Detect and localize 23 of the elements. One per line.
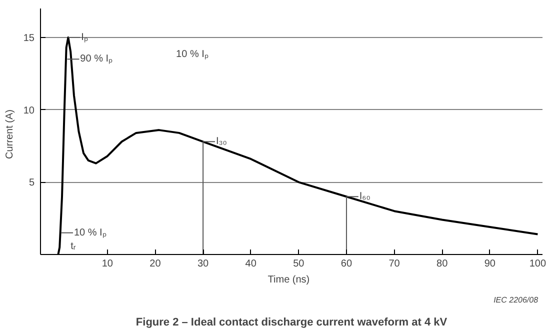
x-tick-label: 20 — [150, 258, 162, 270]
text: IEC 2206/08 — [494, 296, 539, 304]
annotation: I₆₀ — [359, 191, 370, 202]
y-tick-label: 10 — [23, 105, 35, 116]
x-tick-label: 40 — [245, 258, 257, 270]
x-tick-label: 90 — [484, 258, 496, 270]
y-tick-label: 5 — [28, 178, 35, 189]
y-axis-title: Current (A) — [4, 110, 16, 160]
x-tick-label: 80 — [436, 258, 448, 270]
y-tick-label: 15 — [23, 32, 35, 44]
annotation: 10 % Iₚ — [74, 227, 106, 238]
x-axis-title: Time (ns) — [268, 274, 310, 286]
text: Figure 2 – Ideal contact discharge current waveform at 4 kV — [136, 316, 448, 328]
x-tick-label: 10 — [102, 258, 114, 270]
annotation: 10 % Iₚ — [176, 49, 208, 60]
x-tick-label: 60 — [340, 258, 352, 270]
x-tick-label: 70 — [388, 258, 400, 270]
annotation: 90 % Iₚ — [80, 54, 113, 65]
x-tick-label: 30 — [197, 258, 210, 270]
x-tick-label: 100 — [529, 258, 546, 270]
annotation: tᵣ — [70, 241, 76, 252]
annotation: I₃₀ — [216, 136, 227, 148]
x-tick-label: 50 — [293, 258, 305, 270]
